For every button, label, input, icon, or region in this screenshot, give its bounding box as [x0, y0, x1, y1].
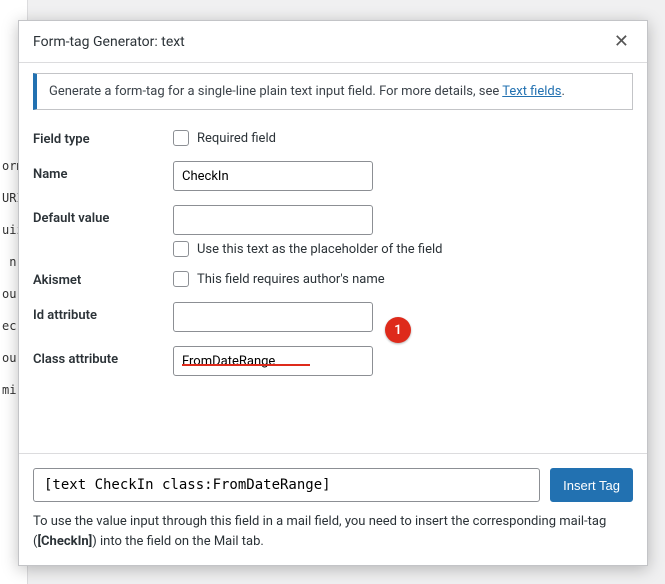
label-id-attr: Id attribute [33, 302, 173, 323]
label-class-attr: Class attribute [33, 346, 173, 367]
close-icon[interactable]: ✕ [610, 31, 633, 52]
placeholder-label: Use this text as the placeholder of the … [197, 242, 442, 257]
name-input[interactable] [173, 161, 373, 191]
tag-output-input[interactable] [33, 468, 540, 502]
class-attr-input[interactable] [173, 346, 373, 376]
annotation-underline [182, 364, 310, 366]
modal-body: Generate a form-tag for a single-line pl… [19, 63, 647, 453]
default-value-input[interactable] [173, 205, 373, 235]
row-id-attr: Id attribute [33, 302, 633, 332]
row-field-type: Field type Required field [33, 126, 633, 147]
label-field-type: Field type [33, 126, 173, 147]
footer-note-tag: [CheckIn] [37, 534, 92, 549]
row-class-attr: Class attribute [33, 346, 633, 376]
form-tag-modal: Form-tag Generator: text ✕ Generate a fo… [18, 20, 648, 566]
row-default: Default value Use this text as the place… [33, 205, 633, 257]
label-name: Name [33, 161, 173, 182]
footer-note: To use the value input through this fiel… [33, 512, 633, 551]
required-label: Required field [197, 131, 276, 146]
row-akismet: Akismet This field requires author's nam… [33, 267, 633, 288]
banner-text-pre: Generate a form-tag for a single-line pl… [49, 84, 502, 99]
akismet-checkbox[interactable] [173, 271, 189, 287]
annotation-badge-1: 1 [385, 317, 411, 343]
modal-header: Form-tag Generator: text ✕ [19, 21, 647, 63]
modal-footer: Insert Tag To use the value input throug… [19, 453, 647, 565]
insert-tag-button[interactable]: Insert Tag [550, 468, 633, 502]
label-akismet: Akismet [33, 267, 173, 288]
banner-text-post: . [561, 84, 564, 99]
modal-title: Form-tag Generator: text [33, 34, 185, 50]
placeholder-checkbox[interactable] [173, 241, 189, 257]
banner-link[interactable]: Text fields [502, 84, 561, 99]
required-checkbox[interactable] [173, 130, 189, 146]
id-attr-input[interactable] [173, 302, 373, 332]
akismet-chk-label: This field requires author's name [197, 272, 385, 287]
label-default: Default value [33, 205, 173, 226]
footer-note-post: ) into the field on the Mail tab. [92, 534, 264, 549]
row-name: Name [33, 161, 633, 191]
info-banner: Generate a form-tag for a single-line pl… [33, 73, 633, 110]
